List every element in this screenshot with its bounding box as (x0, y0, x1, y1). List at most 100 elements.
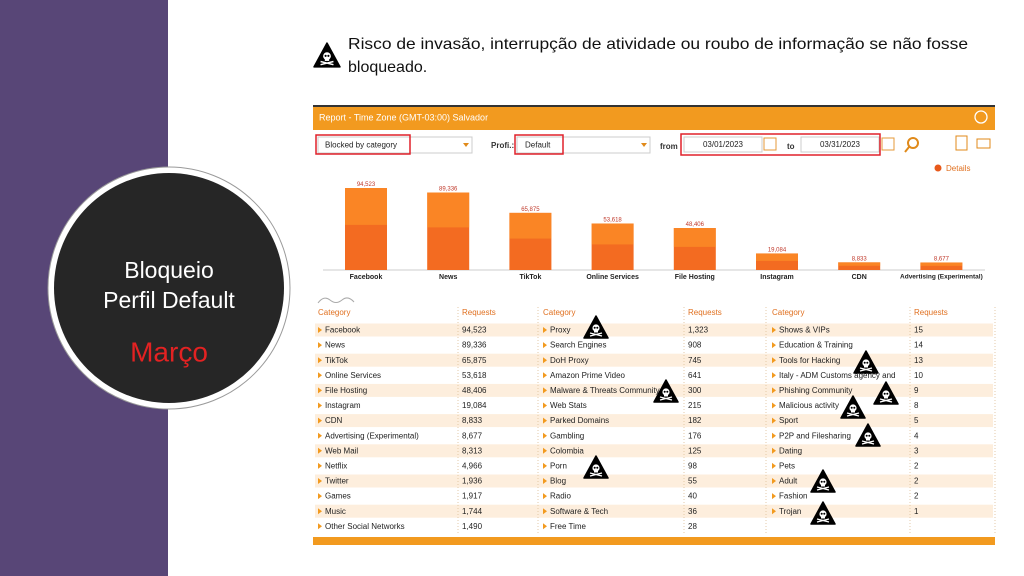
x-tick-label: File Hosting (675, 274, 715, 281)
bar (838, 262, 881, 270)
requests-cell: 40 (688, 492, 697, 501)
requests-cell: 4,966 (462, 462, 483, 471)
category-cell: Amazon Prime Video (550, 371, 626, 380)
filter-value: Blocked by category (325, 141, 397, 150)
requests-cell: 745 (688, 356, 702, 365)
row-band (315, 504, 993, 518)
info-icon[interactable] (974, 110, 988, 124)
row-bullet (543, 402, 547, 409)
mail-icon[interactable] (976, 138, 991, 149)
row-bullet (318, 523, 322, 530)
x-tick-label: TikTok (519, 274, 541, 281)
x-tick-label: Online Services (586, 274, 639, 281)
month: Março (130, 336, 208, 367)
x-tick-label: News (439, 274, 457, 281)
category-cell: Shows & VIPs (779, 326, 830, 335)
requests-cell: 2 (914, 492, 919, 501)
bar (920, 262, 963, 270)
row-bullet (772, 462, 776, 469)
category-cell: Facebook (325, 326, 361, 335)
category-cell: TikTok (325, 356, 349, 365)
category-cell: Parked Domains (550, 416, 609, 425)
category-cell: Online Services (325, 371, 381, 380)
requests-cell: 14 (914, 341, 923, 350)
dropdown-arrow (463, 143, 469, 147)
chart-toggle-icon (317, 297, 355, 304)
row-bullet (772, 508, 776, 515)
search-icon[interactable] (907, 137, 919, 149)
to-date: 03/31/2023 (820, 140, 861, 149)
row-band (315, 323, 993, 337)
requests-cell: 94,523 (462, 326, 487, 335)
category-cell: CDN (325, 416, 343, 425)
row-bullet (543, 327, 547, 333)
row-bullet (318, 417, 322, 424)
row-bullet (318, 493, 322, 500)
category-cell: File Hosting (325, 386, 367, 395)
category-cell: Tools for Hacking (779, 356, 840, 365)
calendar-icon[interactable] (763, 137, 777, 151)
category-cell: Fashion (779, 492, 807, 501)
row-bullet (318, 372, 322, 379)
row-bullet (318, 432, 322, 439)
value-label: 19,084 (768, 248, 787, 254)
panel-top (313, 105, 995, 107)
requests-cell: 8,677 (462, 431, 483, 440)
requests-cell: 65,875 (462, 356, 487, 365)
row-bullet (543, 447, 547, 454)
category-cell: Porn (550, 462, 567, 471)
category-cell: DoH Proxy (550, 356, 589, 365)
row-bullet (543, 493, 547, 500)
bar-highlight (756, 253, 798, 261)
requests-cell: 1,323 (688, 326, 709, 335)
row-band (315, 383, 993, 397)
requests-cell: 53,618 (462, 371, 487, 380)
profile-select[interactable] (516, 136, 651, 154)
bar-highlight (591, 223, 634, 245)
filter-select[interactable] (317, 136, 473, 154)
row-bullet (543, 357, 547, 364)
from-date-input[interactable] (683, 136, 763, 153)
row-bullet (318, 462, 322, 469)
value-label: 89,336 (439, 187, 458, 193)
requests-cell: 36 (688, 507, 697, 516)
row-bullet (543, 417, 547, 424)
row-bullet (543, 462, 547, 469)
row-bullet (318, 387, 322, 394)
row-band (315, 414, 993, 428)
row-bullet (543, 372, 547, 379)
to-label: to (787, 142, 795, 151)
report-footer (313, 537, 995, 545)
notice: Risco de invasão, interrupção de ativida… (348, 36, 968, 53)
category-cell: Advertising (Experimental) (325, 431, 419, 440)
category-cell: Malicious activity (779, 401, 839, 410)
category-cell: Web Mail (325, 446, 358, 455)
row-bullet (772, 342, 776, 349)
row-bullet (318, 357, 322, 364)
calendar-icon[interactable] (881, 137, 895, 151)
category-cell: Twitter (325, 477, 349, 486)
pdf-icon[interactable] (955, 135, 968, 151)
value-label: 8,833 (852, 256, 868, 262)
requests-cell: 641 (688, 371, 702, 380)
row-band (315, 444, 993, 458)
requests-cell: 1,744 (462, 507, 483, 516)
row-bullet (318, 402, 322, 409)
bar-highlight (838, 262, 881, 266)
bar-highlight (345, 188, 387, 225)
category-cell: Gambling (550, 431, 584, 440)
row-bullet (543, 342, 547, 349)
details-link[interactable]: Details (946, 164, 970, 173)
requests-cell: 1,917 (462, 492, 483, 501)
row-bullet (772, 372, 776, 379)
requests-cell: 215 (688, 401, 702, 410)
category-cell: Education & Training (779, 341, 853, 350)
category-cell: Pets (779, 462, 795, 471)
to-date-input[interactable] (800, 136, 880, 153)
row-bullet (772, 357, 776, 364)
row-bullet (772, 327, 776, 333)
x-tick-label: Facebook (350, 274, 383, 281)
category-cell: Other Social Networks (325, 522, 405, 531)
requests-cell: 8 (914, 401, 919, 410)
